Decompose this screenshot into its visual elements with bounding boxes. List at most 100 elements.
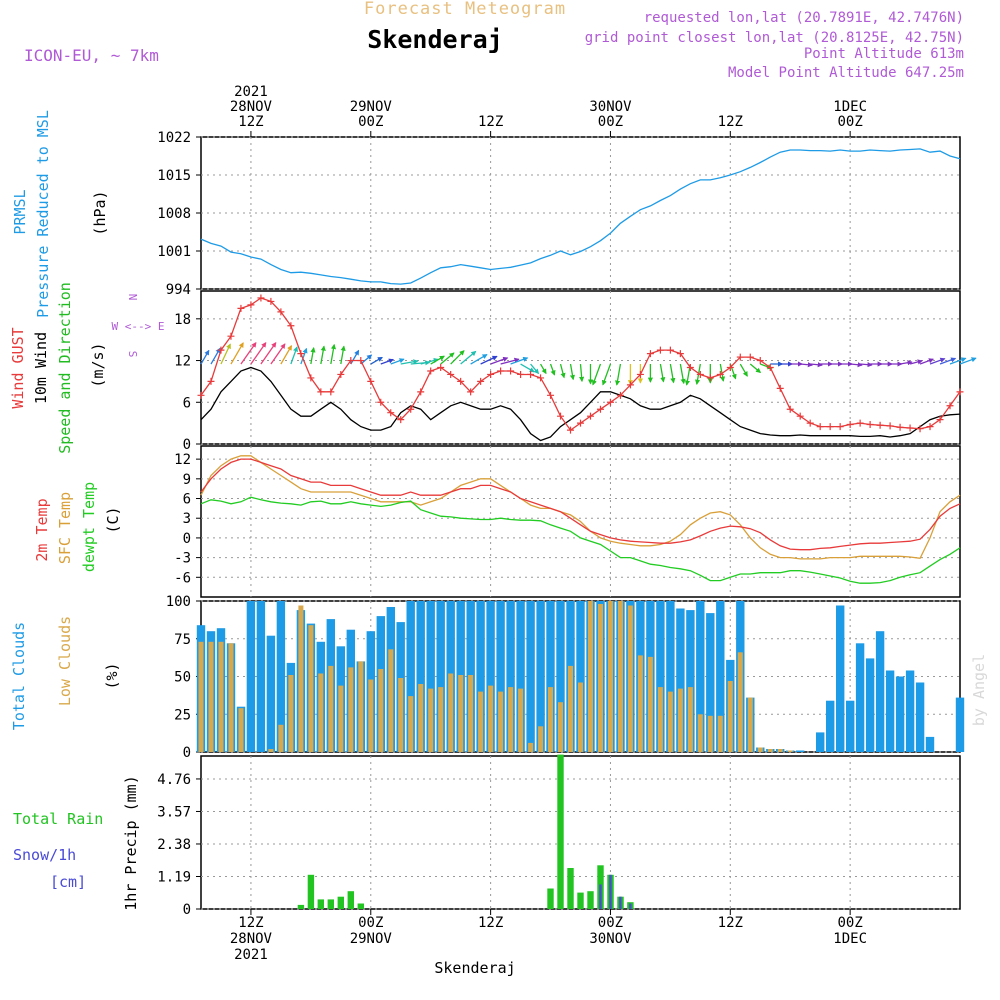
wind-direction-arrow [320, 345, 326, 365]
total-cloud-bar [496, 601, 505, 752]
rain-bar [587, 891, 594, 909]
low-cloud-bar [737, 652, 743, 752]
total-cloud-bar [256, 601, 266, 752]
compass-south: S [126, 351, 139, 358]
low-cloud-bar [717, 715, 723, 752]
total-cloud-bar [406, 601, 415, 752]
time-label-top: 1DEC [833, 99, 867, 115]
wind-direction-arrow [250, 341, 267, 365]
gust-marker [626, 381, 634, 389]
wind-direction-arrow [390, 358, 405, 365]
gust-marker [926, 423, 934, 431]
total-cloud-bar [696, 601, 705, 752]
wind-direction-arrow [370, 356, 383, 365]
time-label-top: 28NOV [230, 99, 273, 115]
gust-marker [946, 402, 954, 410]
wind-direction-arrow [500, 357, 520, 365]
low-cloud-bar [438, 687, 444, 752]
low-cloud-bar [528, 742, 534, 752]
time-label-top: 12Z [478, 114, 503, 130]
wind-direction-arrow [380, 358, 395, 365]
gust-marker [836, 423, 844, 431]
pressure-labels: PRMSL Pressure Reduced to MSL (hPa) [11, 110, 109, 318]
total-cloud-bar [576, 601, 585, 752]
wind-direction-arrow [591, 363, 602, 386]
total-cloud-bar [556, 601, 565, 752]
gust-marker [786, 405, 794, 413]
gust-marker [746, 353, 754, 361]
percent-label: (%) [103, 662, 121, 689]
wind-direction-arrow [530, 363, 540, 375]
gust-marker [467, 388, 475, 396]
snow-bar [619, 896, 622, 909]
gust-marker [616, 391, 624, 399]
low-cloud-bar [338, 685, 344, 752]
snow-label: Snow/1h [13, 846, 76, 864]
wind-direction-arrow [490, 356, 509, 365]
gust-marker [936, 416, 944, 424]
y-tick-label: 6 [183, 395, 191, 411]
gust-marker [636, 370, 644, 378]
total-cloud-bar [476, 601, 485, 752]
wind-direction-arrow [749, 363, 762, 374]
rain-bar [557, 754, 564, 909]
cloud-labels: Total Clouds Low Clouds (%) [10, 616, 121, 730]
low-cloud-bar [767, 749, 773, 752]
low-cloud-bar [268, 749, 274, 752]
y-tick-label: 12 [174, 354, 191, 370]
total-cloud-bar [816, 732, 825, 752]
wind-direction-arrow [860, 362, 873, 368]
total-cloud-bar [706, 613, 715, 752]
temp2m-label: 2m Temp [33, 498, 51, 561]
wind-direction-arrow [679, 363, 686, 385]
temp-2m-line [200, 458, 961, 551]
wind-direction-arrow [340, 345, 346, 365]
low-cloud-bar [238, 708, 244, 752]
time-label-bottom: 12Z [238, 915, 263, 931]
time-label-bottom: 00Z [358, 915, 383, 931]
low-cloud-bar [518, 688, 524, 752]
gust-marker [337, 370, 345, 378]
low-cloud-bar [677, 688, 683, 752]
low-cloud-bar [368, 679, 374, 752]
gust-marker [227, 332, 235, 340]
temp-labels: 2m Temp SFC Temp dewpt Temp (C) [33, 482, 122, 572]
point-altitude: Point Altitude 613m [804, 46, 964, 62]
wind-direction-arrow [210, 347, 221, 365]
low-cloud-bar [458, 675, 464, 752]
gust-marker [457, 377, 465, 385]
gust-marker [666, 346, 674, 354]
total-cloud-bar [426, 601, 435, 752]
y-tick-label: 1008 [157, 206, 191, 222]
total-cloud-bar [826, 700, 835, 752]
wind-direction-arrow [350, 349, 360, 365]
wind-direction-arrow [669, 363, 676, 384]
hpa-label: (hPa) [91, 190, 109, 235]
total-rain-label: Total Rain [13, 810, 103, 828]
requested-coords: requested lon,lat (20.7891E, 42.7476N) [644, 10, 964, 26]
gust-marker [427, 367, 435, 375]
total-cloud-bar [955, 697, 965, 752]
total-cloud-bar [666, 601, 675, 752]
y-tick-label: 12 [174, 452, 191, 468]
low-cloud-bar [328, 665, 334, 752]
y-tick-label: 3.57 [157, 804, 191, 820]
gust-marker [956, 388, 964, 396]
gust-marker [826, 423, 834, 431]
low-cloud-bar [598, 604, 603, 752]
gust-marker [886, 422, 894, 430]
wind-labels: Wind GUST 10m Wind Speed and Direction (… [9, 282, 107, 454]
precip-labels: Total Rain Snow/1h [cm] 1hr Precip (mm) [13, 775, 140, 910]
low-cloud-bar [647, 656, 653, 752]
total-cloud-bar [546, 601, 555, 752]
wind-direction-arrow [850, 362, 863, 368]
dewpoint-line [200, 496, 961, 584]
low-cloud-bar [298, 605, 304, 752]
y-tick-label: -6 [174, 570, 191, 586]
sfc-temp-label: SFC Temp [56, 492, 74, 564]
time-label-bottom: 28NOV [230, 931, 273, 947]
total-clouds-label: Total Clouds [10, 622, 28, 730]
rain-bar [347, 891, 354, 909]
wind-direction-arrow [919, 358, 935, 365]
wind-direction-arrow [310, 347, 316, 365]
